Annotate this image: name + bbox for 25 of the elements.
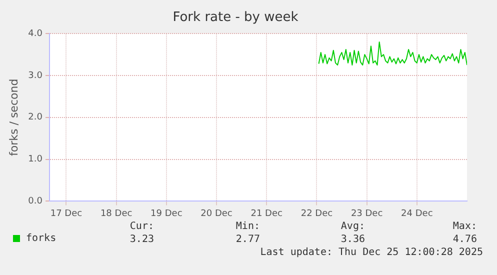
text: 4.76 <box>452 234 477 245</box>
text: Last update: Thu Dec 25 12:00:28 2025 <box>260 247 483 258</box>
text: Cur: <box>130 221 154 232</box>
y-tick-label: 3.0 <box>28 70 43 81</box>
y-tick-label: 2.0 <box>28 112 43 123</box>
text: Max: <box>452 221 477 232</box>
y-tick-label: 1.0 <box>28 154 43 165</box>
y-axis-title: forks / second <box>7 78 20 156</box>
chart-title: Fork rate - by week <box>172 10 299 26</box>
text: Avg: <box>340 221 365 232</box>
x-tick-label: 17 Dec <box>50 208 82 219</box>
text: Min: <box>236 221 260 232</box>
x-tick-label: 22 Dec <box>300 208 333 219</box>
x-tick-label: 23 Dec <box>350 208 383 219</box>
x-tick-label: 19 Dec <box>150 208 182 219</box>
y-tick-label: 4.0 <box>28 28 43 39</box>
x-tick-label: 18 Dec <box>100 208 132 219</box>
y-tick-label: 0.0 <box>28 196 43 207</box>
x-tick-label: 20 Dec <box>200 208 232 219</box>
text: 3.23 <box>130 234 154 245</box>
x-tick-label: 21 Dec <box>250 208 283 219</box>
text: 2.77 <box>236 234 260 245</box>
text: 3.36 <box>340 234 365 245</box>
legend-label: forks <box>26 233 56 244</box>
x-tick-label: 24 Dec <box>401 208 433 219</box>
